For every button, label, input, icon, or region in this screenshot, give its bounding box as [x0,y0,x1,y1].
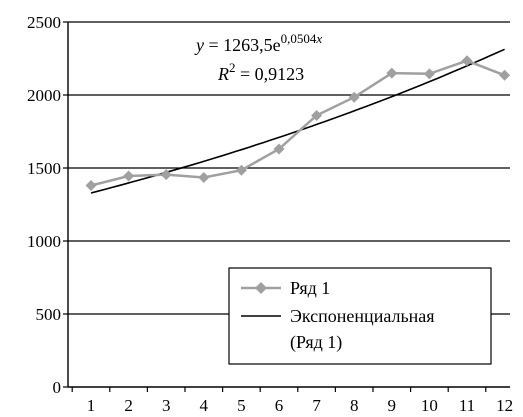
y-tick-label-2000: 2000 [27,86,61,105]
marker-point-12 [499,69,511,81]
marker-point-10 [423,68,435,80]
legend-marker-row1 [255,282,267,294]
y-tick-label-1500: 1500 [27,159,61,178]
marker-point-7 [311,109,323,121]
legend-label-row1: Ряд 1 [290,278,330,298]
x-tick-label-3: 3 [162,396,171,415]
x-tick-label-1: 1 [87,396,96,415]
marker-point-1 [85,180,97,192]
x-tick-label-2: 2 [124,396,133,415]
marker-point-2 [123,170,135,182]
x-tick-label-7: 7 [312,396,321,415]
series-line-row1 [90,59,506,187]
marker-point-5 [235,164,247,176]
x-tick-label-10: 10 [421,396,438,415]
y-tick-labels: 0 500 1000 1500 2000 2500 [27,13,61,397]
y-tick-label-0: 0 [53,378,62,397]
x-tick-label-5: 5 [237,396,246,415]
x-tick-label-6: 6 [275,396,284,415]
trend-equation: y = 1263,5e0,0504x [194,31,322,55]
x-tick-label-4: 4 [200,396,209,415]
r-squared: R2 = 0,9123 [217,60,304,84]
y-tick-label-500: 500 [36,305,62,324]
series-markers-row1 [85,55,511,192]
x-tick-label-8: 8 [350,396,359,415]
x-tick-label-11: 11 [459,396,475,415]
legend-label-trend-2: (Ряд 1) [290,332,342,353]
y-tick-label-1000: 1000 [27,232,61,251]
marker-point-8 [348,91,360,103]
marker-point-6 [273,143,285,155]
axes [63,21,510,392]
y-tick-label-2500: 2500 [27,13,61,32]
marker-point-11 [461,55,473,67]
x-tick-label-9: 9 [388,396,397,415]
marker-point-4 [198,171,210,183]
x-tick-labels: 1 2 3 4 5 6 7 8 9 10 11 12 [87,396,513,415]
marker-point-3 [160,169,172,181]
marker-point-9 [386,67,398,79]
x-tick-label-12: 12 [496,396,513,415]
legend: Ряд 1 Экспоненциальная (Ряд 1) [228,267,492,365]
legend-label-trend: Экспоненциальная [290,306,435,326]
